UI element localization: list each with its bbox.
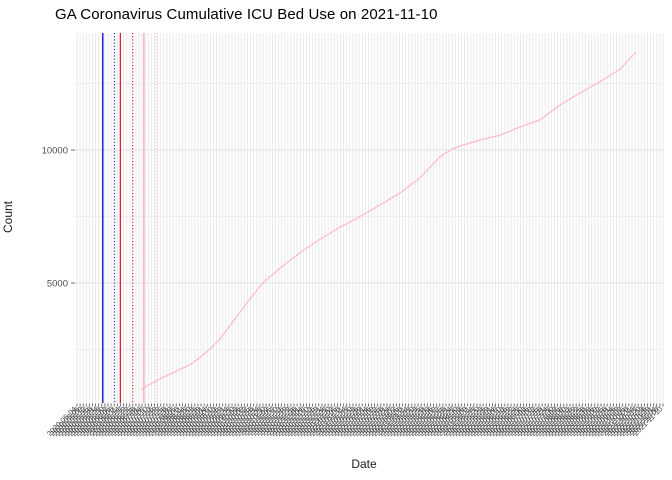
y-tick-label: 10000 <box>42 146 68 157</box>
x-axis-label: Date <box>351 457 377 471</box>
horizontal-gridlines <box>75 83 663 351</box>
y-tick-label: 5000 <box>47 279 68 290</box>
x-tick-labels: 2020-05-042020-05-062020-05-092020-05-12… <box>45 405 664 438</box>
y-tick-labels: 5000 10000 <box>42 146 68 290</box>
event-vlines <box>102 33 157 403</box>
x-tick-marks <box>76 403 664 407</box>
y-tick-marks <box>71 149 75 284</box>
chart-title: GA Coronavirus Cumulative ICU Bed Use on… <box>55 6 438 23</box>
vertical-gridlines <box>76 33 664 403</box>
cumulative-line <box>141 52 636 390</box>
